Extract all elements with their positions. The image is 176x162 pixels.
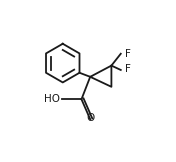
Text: F: F: [124, 64, 130, 74]
Text: O: O: [86, 113, 94, 123]
Text: F: F: [124, 49, 130, 59]
Text: HO: HO: [44, 94, 60, 104]
